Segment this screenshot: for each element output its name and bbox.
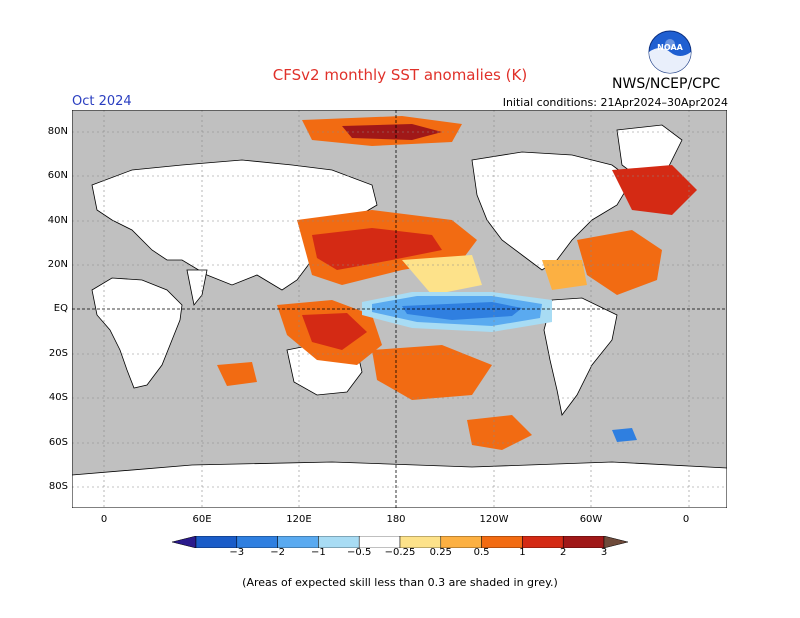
colorbar-label: 1	[519, 547, 526, 558]
lat-label: 40S	[48, 392, 68, 403]
colorbar-label: −3	[229, 547, 245, 558]
colorbar-end-high	[603, 536, 628, 548]
gridlines	[72, 110, 727, 508]
map-title: CFSv2 monthly SST anomalies (K)	[272, 66, 528, 84]
lon-label: 120E	[286, 514, 312, 525]
lat-label: 20S	[48, 348, 68, 359]
noaa-logo: NOAA	[648, 30, 692, 74]
colorbar-label: 0.25	[429, 547, 452, 558]
lat-label: 60N	[47, 170, 68, 181]
anomaly-mild-tropical-atlantic	[542, 260, 587, 290]
anomaly-north-atlantic-subpolar	[612, 165, 697, 215]
land-africa	[91, 277, 183, 389]
land-south-america	[543, 297, 618, 416]
lat-label: 40N	[47, 215, 68, 226]
initial-conditions: Initial conditions: 21Apr2024–30Apr2024	[502, 96, 728, 109]
lat-label: 20N	[47, 259, 68, 270]
land-north-america	[471, 151, 633, 271]
lat-label: 60S	[48, 437, 68, 448]
lat-label: 80N	[47, 126, 68, 137]
colorbar-label: −0.25	[384, 547, 416, 558]
colorbar-end-low	[172, 536, 197, 548]
agency-label: NWS/NCEP/CPC	[612, 76, 721, 92]
lon-label: 180	[386, 514, 406, 525]
lon-label: 120W	[479, 514, 509, 525]
noaa-logo-text: NOAA	[657, 43, 683, 52]
anomaly-south-pacific	[372, 345, 492, 400]
colorbar-label: 2	[560, 547, 567, 558]
land-eurasia	[91, 159, 378, 291]
land-antarctica	[72, 461, 727, 508]
lon-label: 0	[682, 514, 690, 525]
anomaly-indian-ocean-south	[217, 362, 257, 386]
colorbar-label: 3	[600, 547, 608, 558]
anomaly-maritime-core	[302, 313, 367, 350]
forecast-month: Oct 2024	[72, 94, 132, 109]
lat-label: 80S	[48, 481, 68, 492]
sst-anomaly-map	[72, 110, 727, 508]
lon-label: 60W	[579, 514, 603, 525]
anomaly-north-atlantic	[577, 230, 662, 295]
anomaly-north-pacific-core	[312, 228, 442, 270]
anomaly-south-pacific-east	[467, 415, 532, 450]
colorbar-label: −0.5	[347, 547, 372, 558]
colorbar	[172, 536, 628, 548]
lon-label: 60E	[192, 514, 212, 525]
colorbar-label: −1	[311, 547, 326, 558]
lon-label: 0	[100, 514, 108, 525]
land-masses	[72, 124, 727, 508]
warm-anomalies	[217, 116, 697, 450]
anomaly-cold-southern-ocean	[612, 428, 637, 442]
cold-anomalies	[362, 292, 637, 442]
skill-note: (Areas of expected skill less than 0.3 a…	[242, 576, 558, 589]
anomaly-cold-tongue-core	[402, 302, 522, 320]
lat-label: EQ	[53, 303, 68, 314]
colorbar-label: 0.5	[473, 547, 490, 558]
colorbar-label: −2	[270, 547, 285, 558]
